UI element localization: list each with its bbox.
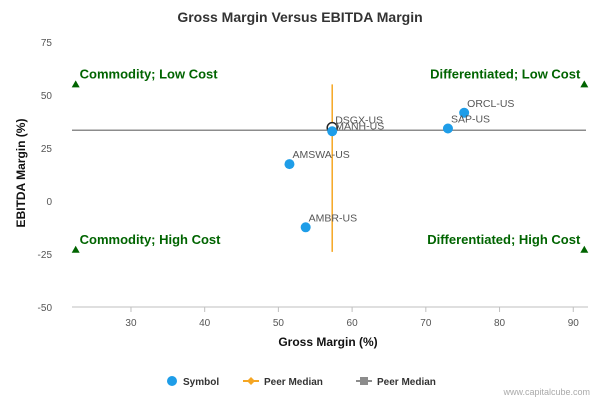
y-tick-label: 50 bbox=[41, 91, 53, 102]
x-axis-title: Gross Margin (%) bbox=[278, 335, 377, 349]
quadrant-annotations: Commodity; Low Cost Differentiated; Low C… bbox=[71, 66, 589, 253]
x-tick-label: 70 bbox=[420, 318, 432, 329]
legend-symbol-icon bbox=[167, 376, 177, 386]
legend-diamond-icon bbox=[247, 377, 255, 385]
quadrant-marker-icon bbox=[580, 80, 589, 88]
data-point[interactable] bbox=[327, 126, 338, 137]
legend-label: Peer Median bbox=[264, 377, 323, 388]
data-point[interactable] bbox=[300, 222, 311, 233]
x-tick-label: 40 bbox=[199, 318, 211, 329]
legend: Symbol Peer Median Peer Median bbox=[167, 376, 436, 388]
legend-square-icon bbox=[360, 377, 368, 385]
x-tick-label: 60 bbox=[347, 318, 359, 329]
x-tick-label: 50 bbox=[273, 318, 285, 329]
data-point-label: SAP-US bbox=[451, 113, 490, 125]
y-tick-label: -25 bbox=[38, 250, 53, 261]
y-tick-label: 25 bbox=[41, 144, 53, 155]
y-axis-title: EBITDA Margin (%) bbox=[14, 119, 28, 228]
data-point-label: AMBR-US bbox=[309, 212, 357, 224]
quadrant-label: Differentiated; Low Cost bbox=[430, 66, 581, 81]
y-tick-label: -50 bbox=[38, 303, 53, 314]
x-tick-label: 90 bbox=[568, 318, 580, 329]
data-point-label: MANH-US bbox=[335, 120, 384, 132]
data-point[interactable] bbox=[442, 123, 453, 134]
x-tick-label: 30 bbox=[125, 318, 137, 329]
y-tick-label: 0 bbox=[46, 197, 52, 208]
data-point[interactable] bbox=[284, 159, 295, 170]
tick-labels: 30 40 50 60 70 80 90 75 50 25 0 -25 -50 bbox=[38, 38, 580, 329]
quadrant-label: Commodity; High Cost bbox=[80, 232, 221, 247]
x-tick-label: 80 bbox=[494, 318, 506, 329]
legend-label: Peer Median bbox=[377, 377, 436, 388]
quadrant-label: Differentiated; High Cost bbox=[427, 232, 581, 247]
legend-label: Symbol bbox=[183, 377, 219, 388]
y-tick-label: 75 bbox=[41, 38, 53, 49]
chart-title: Gross Margin Versus EBITDA Margin bbox=[177, 9, 422, 25]
quadrant-label: Commodity; Low Cost bbox=[80, 66, 219, 81]
credit-text: www.capitalcube.com bbox=[502, 387, 590, 397]
data-point-label: AMSWA-US bbox=[292, 149, 349, 161]
data-point-label: ORCL-US bbox=[467, 98, 514, 110]
quadrant-marker-icon bbox=[71, 245, 80, 253]
quadrant-marker-icon bbox=[71, 80, 80, 88]
quadrant-marker-icon bbox=[580, 245, 589, 253]
data-point-label: DSGX-US bbox=[335, 115, 383, 127]
data-point[interactable] bbox=[459, 107, 470, 118]
